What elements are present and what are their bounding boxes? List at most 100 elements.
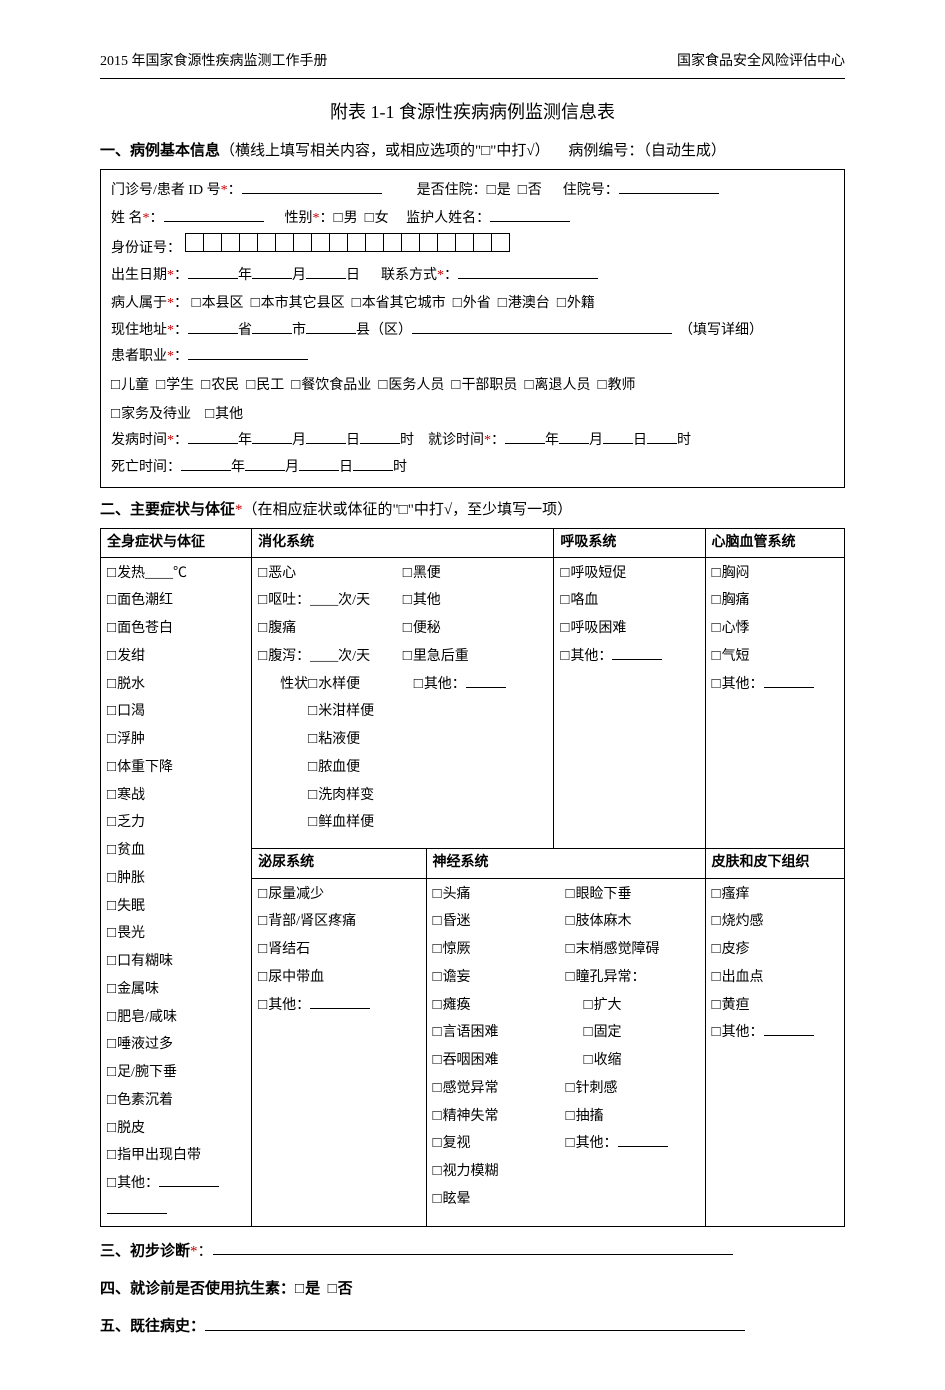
in-oh[interactable]	[360, 429, 400, 444]
cb-g18[interactable]	[107, 1065, 117, 1080]
input-bday[interactable]	[306, 263, 346, 278]
cb-t2[interactable]	[308, 732, 318, 747]
cb-t0[interactable]	[308, 677, 318, 692]
cb-no[interactable]	[518, 183, 528, 198]
cb-n1[interactable]	[433, 914, 443, 929]
cb-s5[interactable]	[712, 1025, 722, 1040]
cb-nr2[interactable]	[566, 942, 576, 957]
cb-u2[interactable]	[258, 942, 268, 957]
cb-belong-3[interactable]	[453, 296, 463, 311]
cb-d3[interactable]	[258, 649, 268, 664]
cb-g22[interactable]	[107, 1176, 117, 1191]
cb-s4[interactable]	[712, 998, 722, 1013]
cb-occ-4[interactable]	[291, 378, 301, 393]
cb-occ-2[interactable]	[201, 378, 211, 393]
in-dy[interactable]	[181, 455, 231, 470]
cb-nr3[interactable]	[566, 970, 576, 985]
cb-r3[interactable]	[560, 649, 570, 664]
cb-g0[interactable]	[107, 566, 117, 581]
cb-g11[interactable]	[107, 871, 117, 886]
cb-female[interactable]	[365, 211, 375, 226]
cb-d1[interactable]	[258, 593, 268, 608]
input-county[interactable]	[306, 318, 356, 333]
input-prov[interactable]	[188, 318, 238, 333]
cb-nr1[interactable]	[566, 914, 576, 929]
in-vm[interactable]	[559, 429, 589, 444]
cb-g6[interactable]	[107, 732, 117, 747]
cb-u4[interactable]	[258, 998, 268, 1013]
cb-nr7[interactable]	[566, 1081, 576, 1096]
cb-g4[interactable]	[107, 677, 117, 692]
cb-occ-3[interactable]	[246, 378, 256, 393]
cb-belong-0[interactable]	[192, 296, 202, 311]
in-oy[interactable]	[188, 429, 238, 444]
cb-g21[interactable]	[107, 1148, 117, 1163]
cb-s1[interactable]	[712, 914, 722, 929]
cb-nr5[interactable]	[584, 1025, 594, 1040]
cb-c2[interactable]	[712, 621, 722, 636]
cb-n8[interactable]	[433, 1109, 443, 1124]
cb-g15[interactable]	[107, 982, 117, 997]
cb-g8[interactable]	[107, 788, 117, 803]
cb-g20[interactable]	[107, 1121, 117, 1136]
cb-g10[interactable]	[107, 843, 117, 858]
cb-occ-10[interactable]	[205, 407, 215, 422]
cb-dr0[interactable]	[403, 566, 413, 581]
cb-belong-4[interactable]	[498, 296, 508, 311]
cb-occ-7[interactable]	[524, 378, 534, 393]
cb-ab-no[interactable]	[328, 1281, 338, 1297]
input-inpatient[interactable]	[619, 179, 719, 194]
cb-dr3[interactable]	[403, 649, 413, 664]
cb-g12[interactable]	[107, 899, 117, 914]
cb-g16[interactable]	[107, 1010, 117, 1025]
cb-t5[interactable]	[308, 815, 318, 830]
cb-t4[interactable]	[308, 788, 318, 803]
input-contact[interactable]	[458, 263, 598, 278]
cb-n6[interactable]	[433, 1053, 443, 1068]
cb-r0[interactable]	[560, 566, 570, 581]
cb-nr0[interactable]	[566, 887, 576, 902]
cb-n4[interactable]	[433, 998, 443, 1013]
in-u4[interactable]	[310, 993, 370, 1008]
cb-male[interactable]	[334, 211, 344, 226]
cb-n0[interactable]	[433, 887, 443, 902]
cb-c0[interactable]	[712, 566, 722, 581]
input-history[interactable]	[205, 1314, 745, 1331]
input-guardian[interactable]	[490, 207, 570, 222]
in-dr4[interactable]	[466, 672, 506, 687]
cb-n2[interactable]	[433, 942, 443, 957]
cb-yes[interactable]	[487, 183, 497, 198]
cb-t3[interactable]	[308, 760, 318, 775]
in-vh[interactable]	[647, 429, 677, 444]
idcard-boxes[interactable]	[185, 233, 510, 252]
cb-g2[interactable]	[107, 621, 117, 636]
cb-g17[interactable]	[107, 1037, 117, 1052]
in-dd[interactable]	[299, 455, 339, 470]
cb-c1[interactable]	[712, 593, 722, 608]
cb-n9[interactable]	[433, 1136, 443, 1151]
cb-n5[interactable]	[433, 1025, 443, 1040]
in-c4[interactable]	[764, 672, 814, 687]
cb-s0[interactable]	[712, 887, 722, 902]
in-dh[interactable]	[353, 455, 393, 470]
cb-c4[interactable]	[712, 677, 722, 692]
cb-g14[interactable]	[107, 954, 117, 969]
cb-n11[interactable]	[433, 1192, 443, 1207]
cb-belong-5[interactable]	[557, 296, 567, 311]
in-g22[interactable]	[159, 1172, 219, 1187]
input-name[interactable]	[164, 207, 264, 222]
cb-nr6[interactable]	[584, 1053, 594, 1068]
cb-g1[interactable]	[107, 593, 117, 608]
cb-s2[interactable]	[712, 942, 722, 957]
in-r3[interactable]	[612, 645, 662, 660]
cb-dr2[interactable]	[403, 621, 413, 636]
cb-g7[interactable]	[107, 760, 117, 775]
in-dm[interactable]	[245, 455, 285, 470]
input-occ[interactable]	[188, 345, 308, 360]
input-city[interactable]	[252, 318, 292, 333]
cb-n10[interactable]	[433, 1164, 443, 1179]
cb-n3[interactable]	[433, 970, 443, 985]
in-om[interactable]	[252, 429, 292, 444]
cb-occ-0[interactable]	[111, 378, 121, 393]
cb-d0[interactable]	[258, 566, 268, 581]
